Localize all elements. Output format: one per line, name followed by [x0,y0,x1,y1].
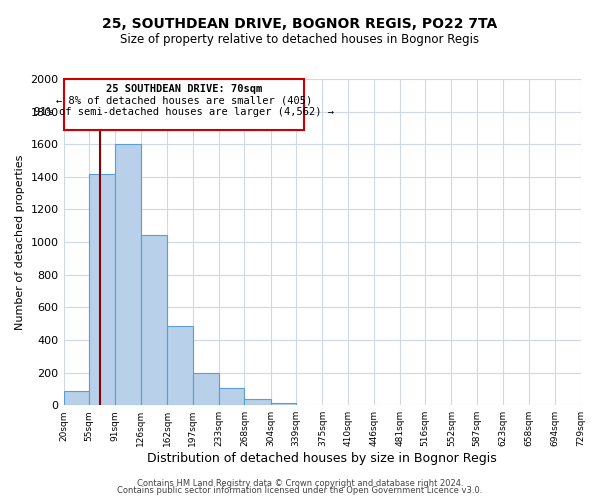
Text: 91% of semi-detached houses are larger (4,562) →: 91% of semi-detached houses are larger (… [34,106,334,117]
Y-axis label: Number of detached properties: Number of detached properties [15,154,25,330]
Text: Contains HM Land Registry data © Crown copyright and database right 2024.: Contains HM Land Registry data © Crown c… [137,478,463,488]
Bar [167,326,193,405]
Bar [115,144,141,405]
Text: Contains public sector information licensed under the Open Government Licence v3: Contains public sector information licen… [118,486,482,495]
Text: 25, SOUTHDEAN DRIVE, BOGNOR REGIS, PO22 7TA: 25, SOUTHDEAN DRIVE, BOGNOR REGIS, PO22 … [103,18,497,32]
Bar [244,400,271,405]
Bar [64,392,89,405]
Bar [89,174,115,405]
Bar [271,403,296,405]
Text: 25 SOUTHDEAN DRIVE: 70sqm: 25 SOUTHDEAN DRIVE: 70sqm [106,84,262,94]
X-axis label: Distribution of detached houses by size in Bognor Regis: Distribution of detached houses by size … [147,452,497,465]
Bar [219,388,244,405]
Bar [193,372,219,405]
Bar [141,235,167,405]
Text: ← 8% of detached houses are smaller (405): ← 8% of detached houses are smaller (405… [56,96,313,106]
FancyBboxPatch shape [64,79,304,130]
Text: Size of property relative to detached houses in Bognor Regis: Size of property relative to detached ho… [121,32,479,46]
